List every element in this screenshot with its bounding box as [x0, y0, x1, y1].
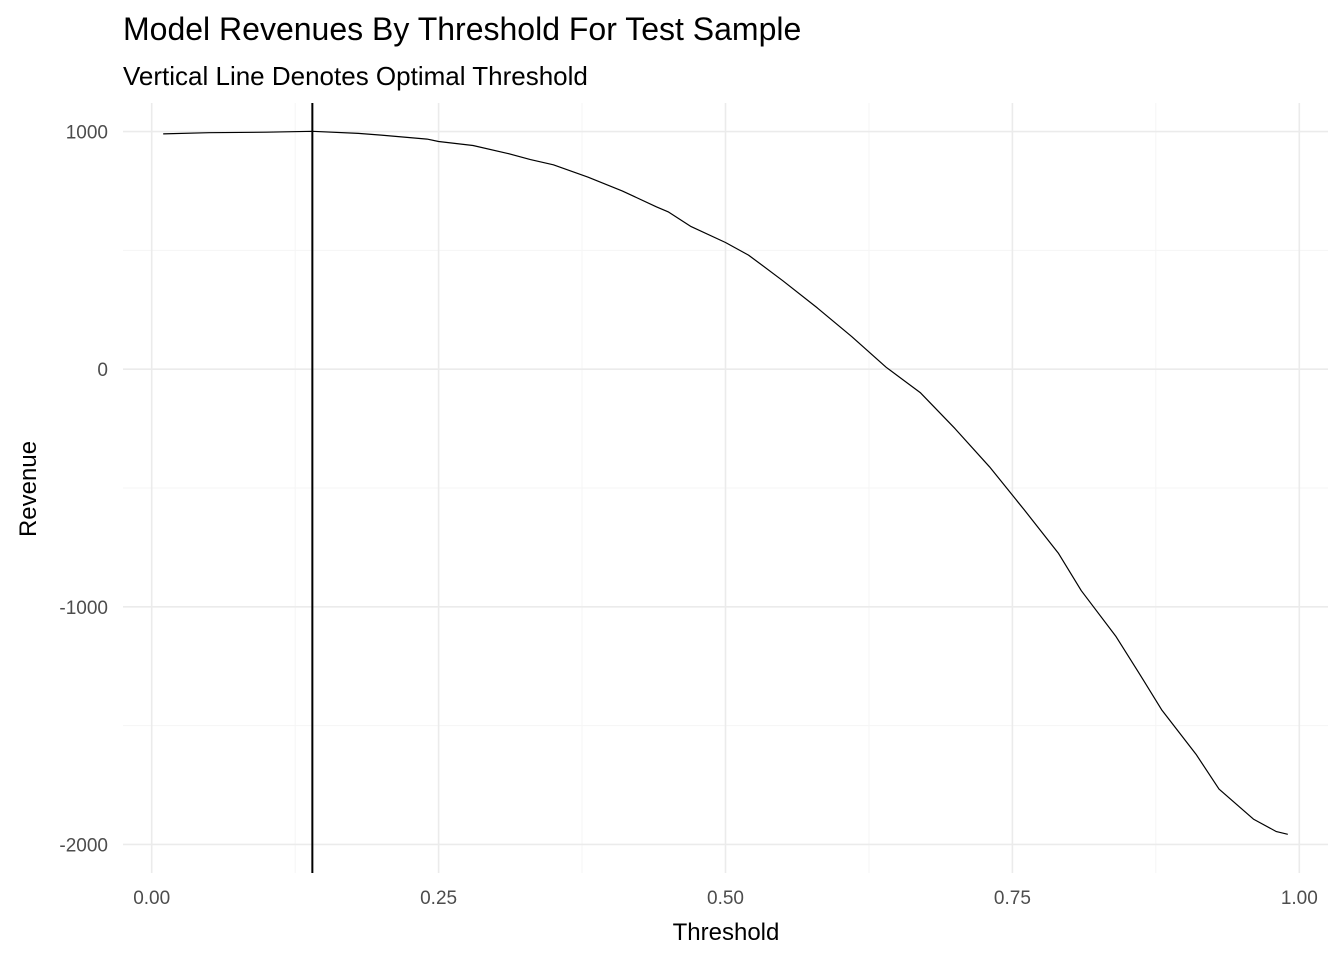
chart-title: Model Revenues By Threshold For Test Sam…	[123, 11, 801, 47]
x-tick-label: 0.25	[420, 888, 457, 909]
y-tick-label: -2000	[59, 835, 108, 856]
x-tick-label: 0.00	[133, 888, 170, 909]
x-tick-labels: 0.00 0.25 0.50 0.75 1.00	[133, 888, 1318, 909]
x-tick-label: 0.75	[994, 888, 1031, 909]
chart-subtitle: Vertical Line Denotes Optimal Threshold	[123, 61, 588, 91]
y-tick-label: 0	[97, 360, 108, 381]
x-tick-label: 0.50	[707, 888, 744, 909]
series-layer	[163, 130, 1288, 835]
x-axis-title: Threshold	[673, 919, 780, 946]
y-tick-label: 1000	[66, 123, 108, 144]
major-gridlines	[123, 103, 1328, 873]
revenue-series-line	[163, 130, 1288, 835]
y-tick-labels: 1000 0 -1000 -2000	[59, 123, 108, 857]
y-tick-label: -1000	[59, 598, 108, 619]
y-axis-title: Revenue	[15, 441, 42, 537]
x-tick-label: 1.00	[1281, 888, 1318, 909]
